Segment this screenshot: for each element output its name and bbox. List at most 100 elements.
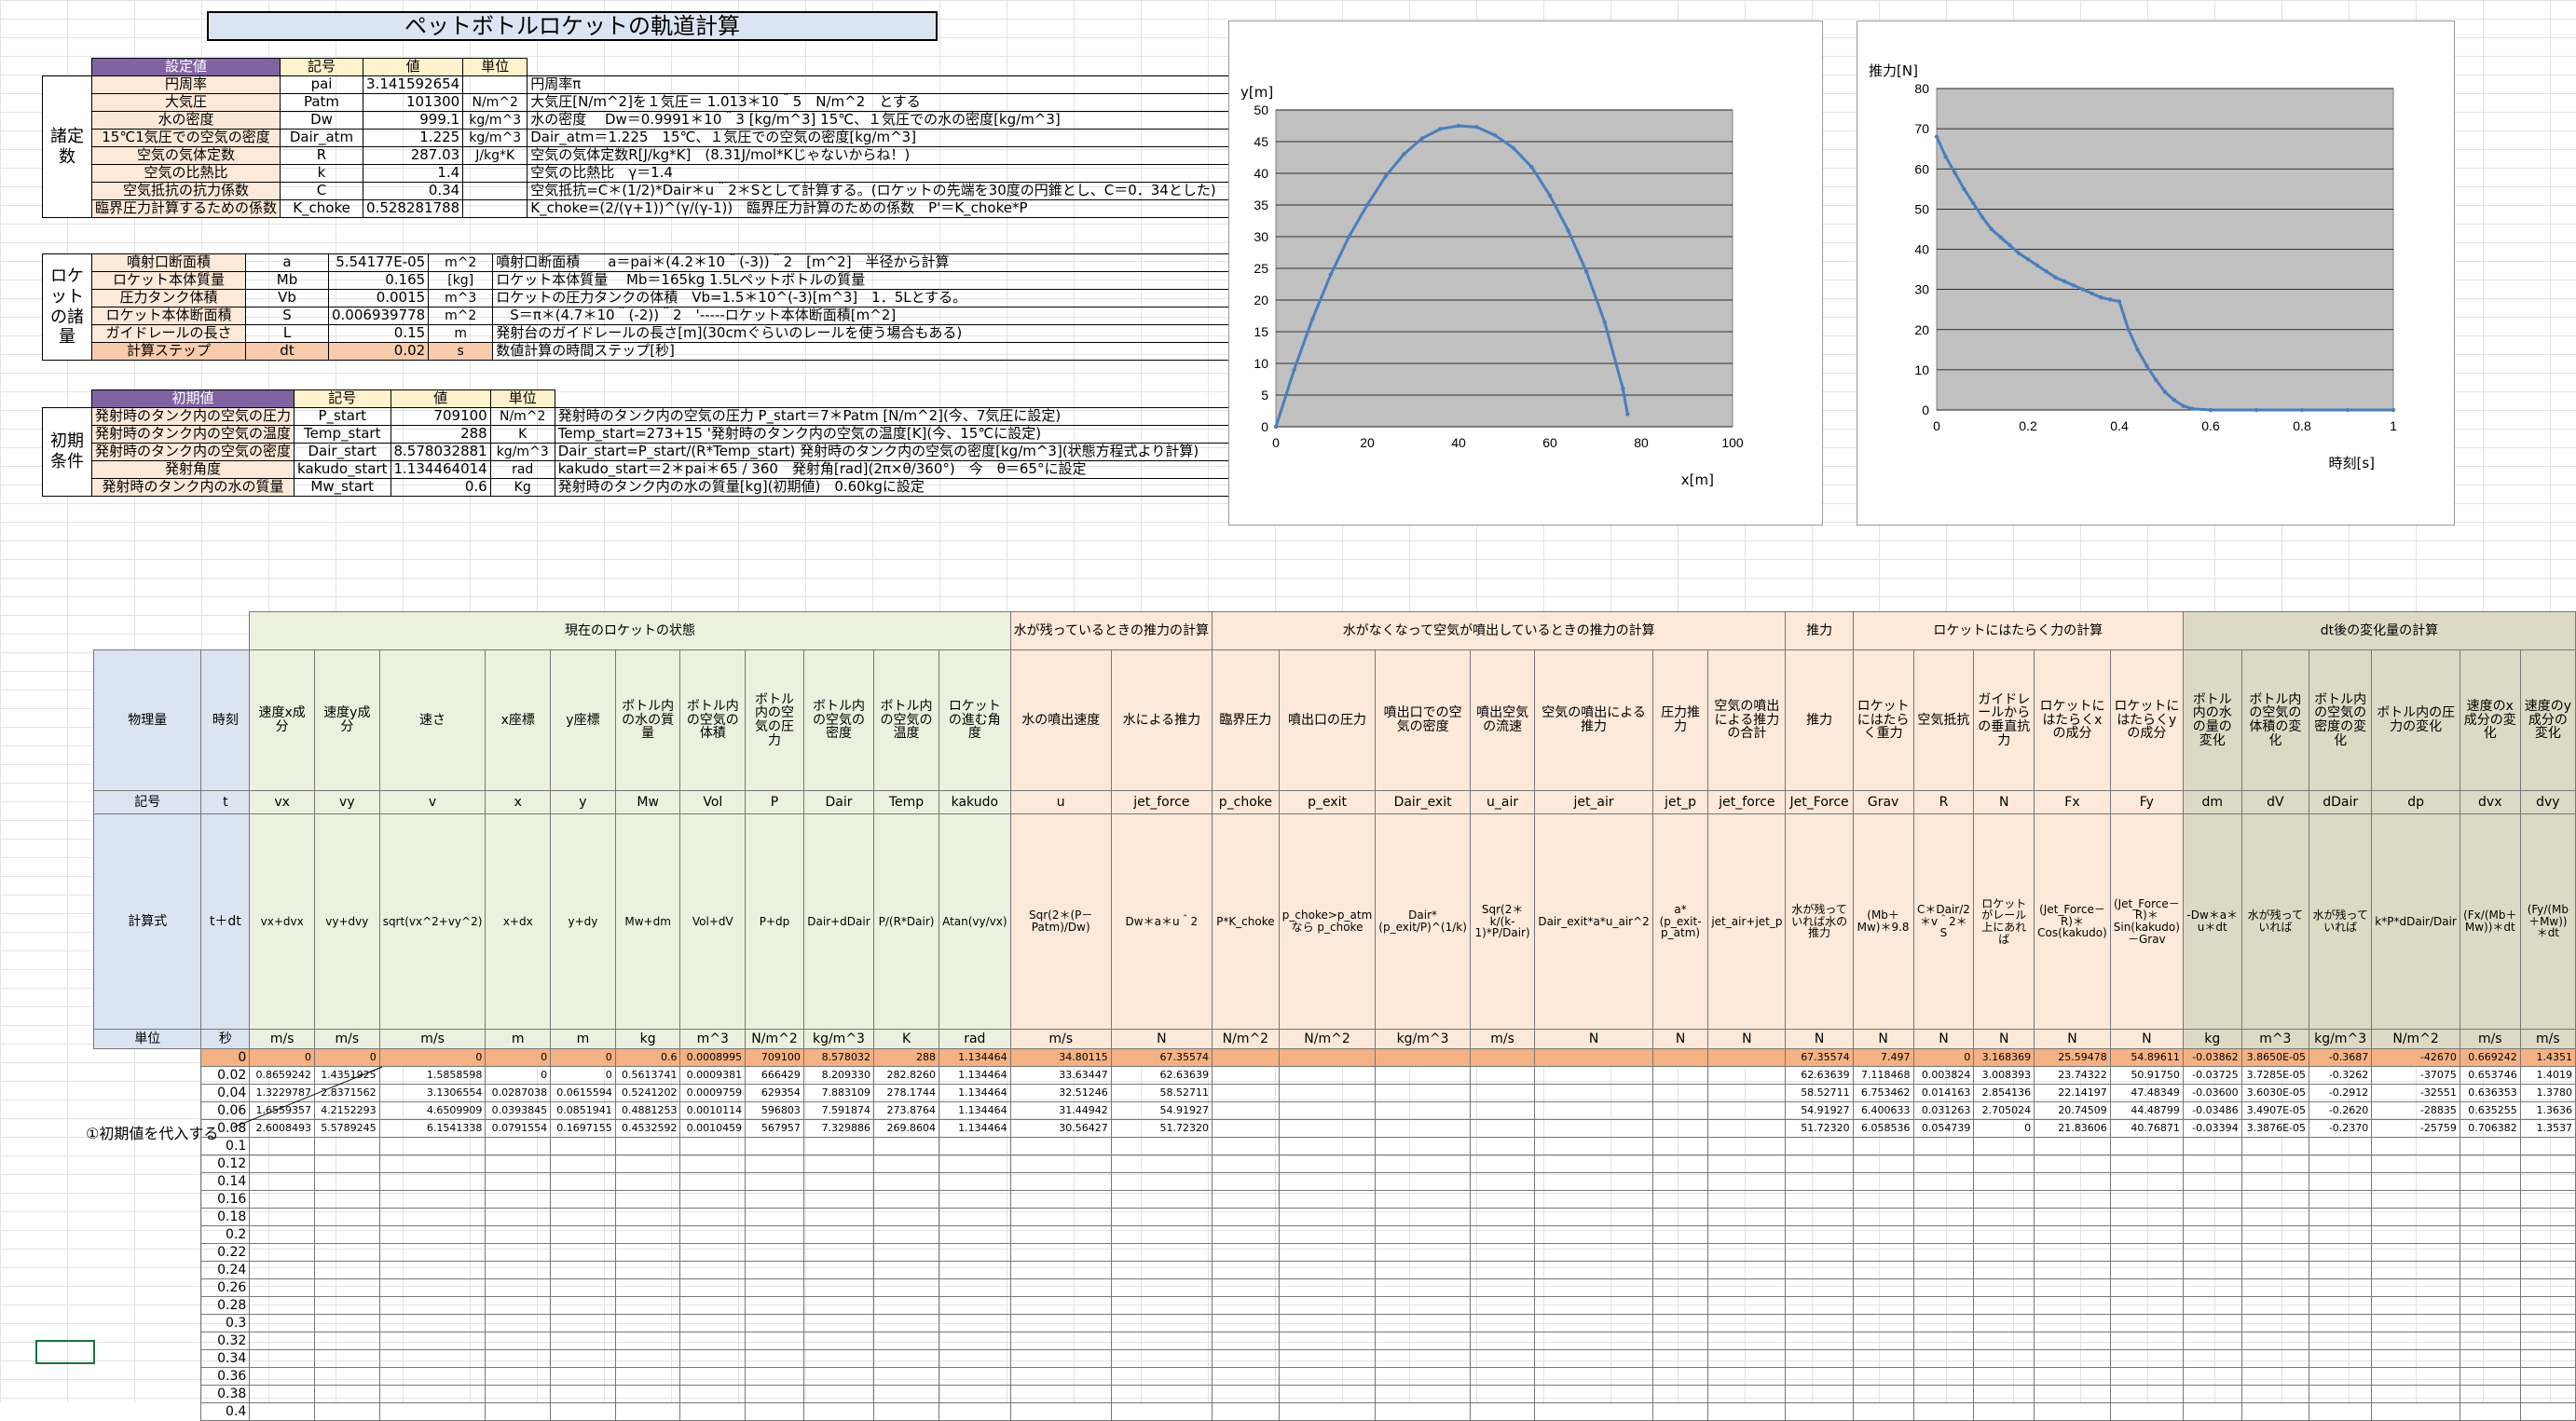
value-cell[interactable] [1785,1278,1854,1297]
value-cell[interactable] [1278,1367,1377,1386]
value-cell[interactable] [2182,1278,2242,1297]
time-value-cell[interactable]: 0.36 [200,1367,251,1386]
value-cell[interactable] [1707,1296,1787,1315]
value-cell[interactable] [2182,1296,2242,1315]
column-formula-cell[interactable]: Dair+dDair [802,813,875,1030]
time-quantity-cell[interactable]: 時刻 [200,649,251,791]
value-cell[interactable]: 3.7285E-05 [2240,1066,2310,1085]
value-cell[interactable] [1852,1332,1914,1350]
constant-name-cell[interactable]: 15℃1気圧での空気の密度 [90,129,281,147]
column-quantity-cell[interactable]: 臨界圧力 [1211,649,1280,791]
constant-val-cell[interactable]: 1.225 [363,129,464,147]
value-cell[interactable] [614,1155,681,1173]
value-cell[interactable] [802,1243,875,1262]
value-cell[interactable]: 6.1541338 [378,1119,486,1138]
value-cell[interactable] [745,1190,804,1209]
value-cell[interactable] [1912,1314,1975,1332]
value-cell[interactable] [2371,1243,2460,1262]
value-cell[interactable] [1651,1314,1709,1332]
value-cell[interactable] [1651,1349,1709,1368]
time-value-cell[interactable]: 0 [200,1048,251,1067]
value-cell[interactable] [378,1278,486,1297]
value-cell[interactable] [939,1296,1011,1315]
value-cell[interactable] [1009,1349,1112,1368]
value-cell[interactable] [1110,1402,1213,1421]
value-cell[interactable] [2240,1137,2310,1155]
value-cell[interactable] [2309,1367,2373,1386]
value-cell[interactable] [1211,1261,1280,1279]
value-cell[interactable] [2240,1332,2310,1350]
value-cell[interactable] [2240,1208,2310,1226]
column-unit-cell[interactable]: kg [614,1029,681,1049]
value-cell[interactable] [2309,1190,2373,1209]
value-cell[interactable] [679,1332,747,1350]
value-cell[interactable] [614,1385,681,1403]
column-symbol-cell[interactable]: Fx [2034,790,2111,814]
value-cell[interactable] [314,1137,380,1155]
value-cell[interactable]: 0.635255 [2459,1101,2521,1120]
value-cell[interactable] [2459,1261,2521,1279]
column-quantity-cell[interactable]: 推力 [1785,649,1854,791]
value-cell[interactable] [614,1349,681,1368]
value-cell[interactable]: 54.91927 [1785,1101,1854,1120]
value-cell[interactable] [249,1172,315,1191]
value-cell[interactable] [1534,1137,1653,1155]
value-cell[interactable] [378,1208,486,1226]
value-cell[interactable]: 1.3537 [2519,1119,2576,1138]
value-cell[interactable] [1651,1048,1709,1067]
column-formula-cell[interactable]: y+dy [550,813,616,1030]
initial-param-desc-cell[interactable]: Temp_start=273+15 '発射時のタンク内の空気の温度[K](今、1… [554,425,1317,444]
value-cell[interactable] [1534,1278,1653,1297]
column-unit-cell[interactable]: N [1785,1029,1854,1049]
value-cell[interactable] [1375,1278,1471,1297]
value-cell[interactable] [378,1314,486,1332]
time-unit-cell[interactable]: 秒 [200,1029,251,1049]
value-cell[interactable] [378,1155,486,1173]
column-formula-cell[interactable]: sqrt(vx^2+vy^2) [378,813,486,1030]
initial-param-name-cell[interactable]: 発射時のタンク内の空気の温度 [90,425,295,444]
column-unit-cell[interactable]: N/m^2 [1211,1029,1280,1049]
column-symbol-cell[interactable]: R [1912,790,1975,814]
initial-param-desc-cell[interactable]: 発射時のタンク内の空気の圧力 P_start＝7＊Patm [N/m^2](今、… [554,407,1317,426]
time-value-cell[interactable]: 0.12 [200,1155,251,1173]
value-cell[interactable] [802,1172,875,1191]
value-cell[interactable] [679,1137,747,1155]
value-cell[interactable] [679,1208,747,1226]
value-cell[interactable] [2309,1385,2373,1403]
value-cell[interactable] [378,1172,486,1191]
column-formula-cell[interactable]: 水が残っていれば [2309,813,2373,1030]
value-cell[interactable] [550,1367,616,1386]
value-cell[interactable] [873,1402,939,1421]
value-cell[interactable] [939,1208,1011,1226]
value-cell[interactable] [1211,1349,1280,1368]
column-symbol-cell[interactable]: Temp [873,790,939,814]
value-cell[interactable] [2371,1155,2460,1173]
value-cell[interactable] [2309,1278,2373,1297]
value-cell[interactable] [1534,1066,1653,1085]
value-cell[interactable] [1852,1261,1914,1279]
value-cell[interactable] [1707,1084,1787,1102]
constant-name-cell[interactable]: 円周率 [90,75,281,94]
value-cell[interactable]: 0.5241202 [614,1084,681,1102]
value-cell[interactable] [802,1208,875,1226]
value-cell[interactable] [2309,1243,2373,1262]
value-cell[interactable]: 1.3780 [2519,1084,2576,1102]
value-cell[interactable] [2109,1332,2184,1350]
column-quantity-cell[interactable]: ボトル内の水の質量 [614,649,681,791]
column-symbol-cell[interactable]: dm [2182,790,2242,814]
value-cell[interactable]: 0.014163 [1912,1084,1975,1102]
value-cell[interactable] [1469,1208,1536,1226]
value-cell[interactable] [1009,1243,1112,1262]
value-cell[interactable] [1110,1208,1213,1226]
rocket-param-sym-cell[interactable]: a [245,253,329,272]
constant-desc-cell[interactable]: Dair_atm＝1.225 15℃、１気圧での空気の密度[kg/m^3] [527,129,1290,147]
value-cell[interactable] [1534,1084,1653,1102]
value-cell[interactable] [873,1385,939,1403]
constant-val-cell[interactable]: 101300 [363,93,464,112]
value-cell[interactable] [1009,1314,1112,1332]
value-cell[interactable] [614,1243,681,1262]
value-cell[interactable] [2519,1367,2576,1386]
rocket-param-name-cell[interactable]: ロケット本体断面積 [91,307,246,325]
column-quantity-cell[interactable]: ロケットにはたらくxの成分 [2034,649,2111,791]
value-cell[interactable] [1110,1296,1213,1315]
